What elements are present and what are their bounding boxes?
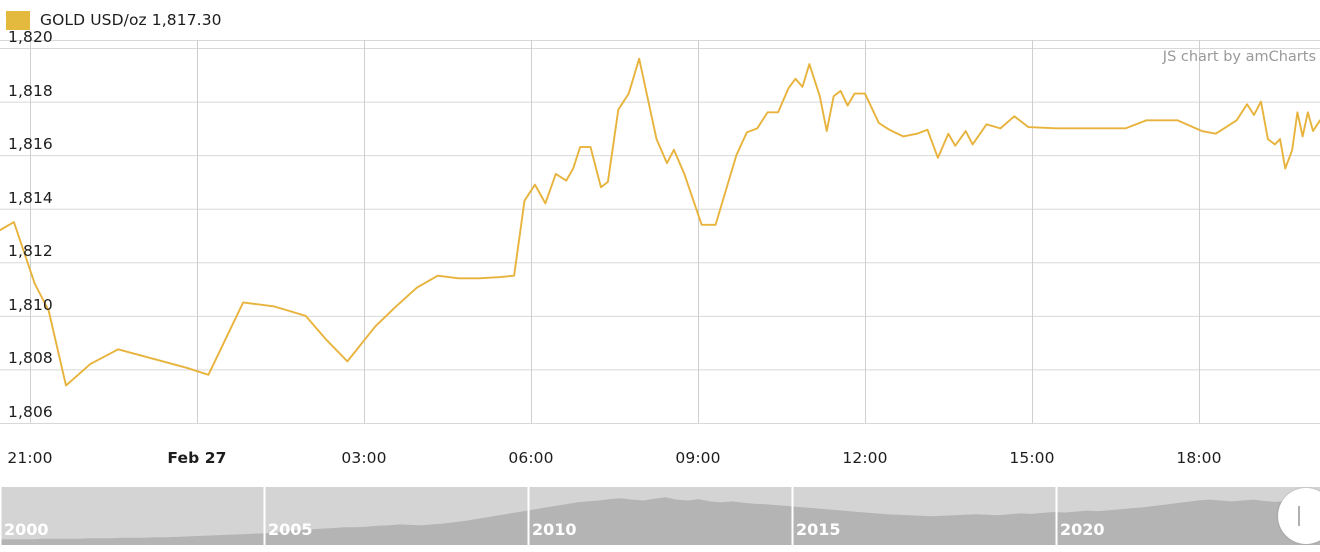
navigator-year-label: 2000 [4,520,49,539]
x-axis-tick-label: 15:00 [1009,449,1055,467]
x-axis-tick-label: 03:00 [341,449,387,467]
gold-price-line [0,57,1320,387]
y-axis-tick-label: 1,814 [8,188,53,207]
navigator-right-grip[interactable] [1278,488,1320,544]
navigator-year-label: 2015 [796,520,841,539]
horizontal-gridlines [0,40,1320,424]
x-axis-tick-label: 06:00 [508,449,554,467]
x-axis-tick-label: Feb 27 [167,449,227,467]
y-axis-tick-label: 1,820 [8,28,53,46]
navigator-year-label: 2010 [532,520,577,539]
chart-navigator-scrollbar[interactable]: 2000 2005 2010 2015 2020 [0,487,1320,545]
navigator-dividers [0,487,1058,545]
chart-legend[interactable]: GOLD USD/oz 1,817.30 [0,0,1320,40]
navigator-area-series [0,497,1320,545]
plot-svg [0,40,1320,424]
x-axis-tick-label: 18:00 [1176,449,1222,467]
plot-area[interactable]: 1,820 1,818 1,816 1,814 1,812 1,810 1,808 1,806… [0,29,1320,440]
y-axis-tick-label: 1,808 [8,349,53,368]
amcharts-watermark[interactable]: JS chart by amCharts [1162,49,1316,65]
x-axis-tick-label: 12:00 [842,449,888,467]
x-axis-tick-label: 21:00 [7,449,53,467]
x-axis: 21:00 Feb 27 03:00 06:00 09:00 12:00 15:00 18:0… [0,440,1320,485]
legend-color-swatch [6,10,30,30]
y-axis-tick-label: 1,812 [8,242,53,261]
navigator-year-label: 2005 [268,520,313,539]
y-axis-tick-label: 1,818 [8,81,53,100]
y-axis-tick-label: 1,806 [8,403,53,421]
navigator-year-label: 2020 [1060,520,1105,539]
legend-series-label: GOLD USD/oz 1,817.30 [40,11,222,29]
y-axis-tick-label: 1,810 [8,295,53,314]
x-axis-tick-label: 09:00 [675,449,721,467]
navigator-preview-svg [0,487,1320,545]
y-axis-tick-label: 1,816 [8,135,53,154]
vertical-gridlines [30,40,1200,423]
